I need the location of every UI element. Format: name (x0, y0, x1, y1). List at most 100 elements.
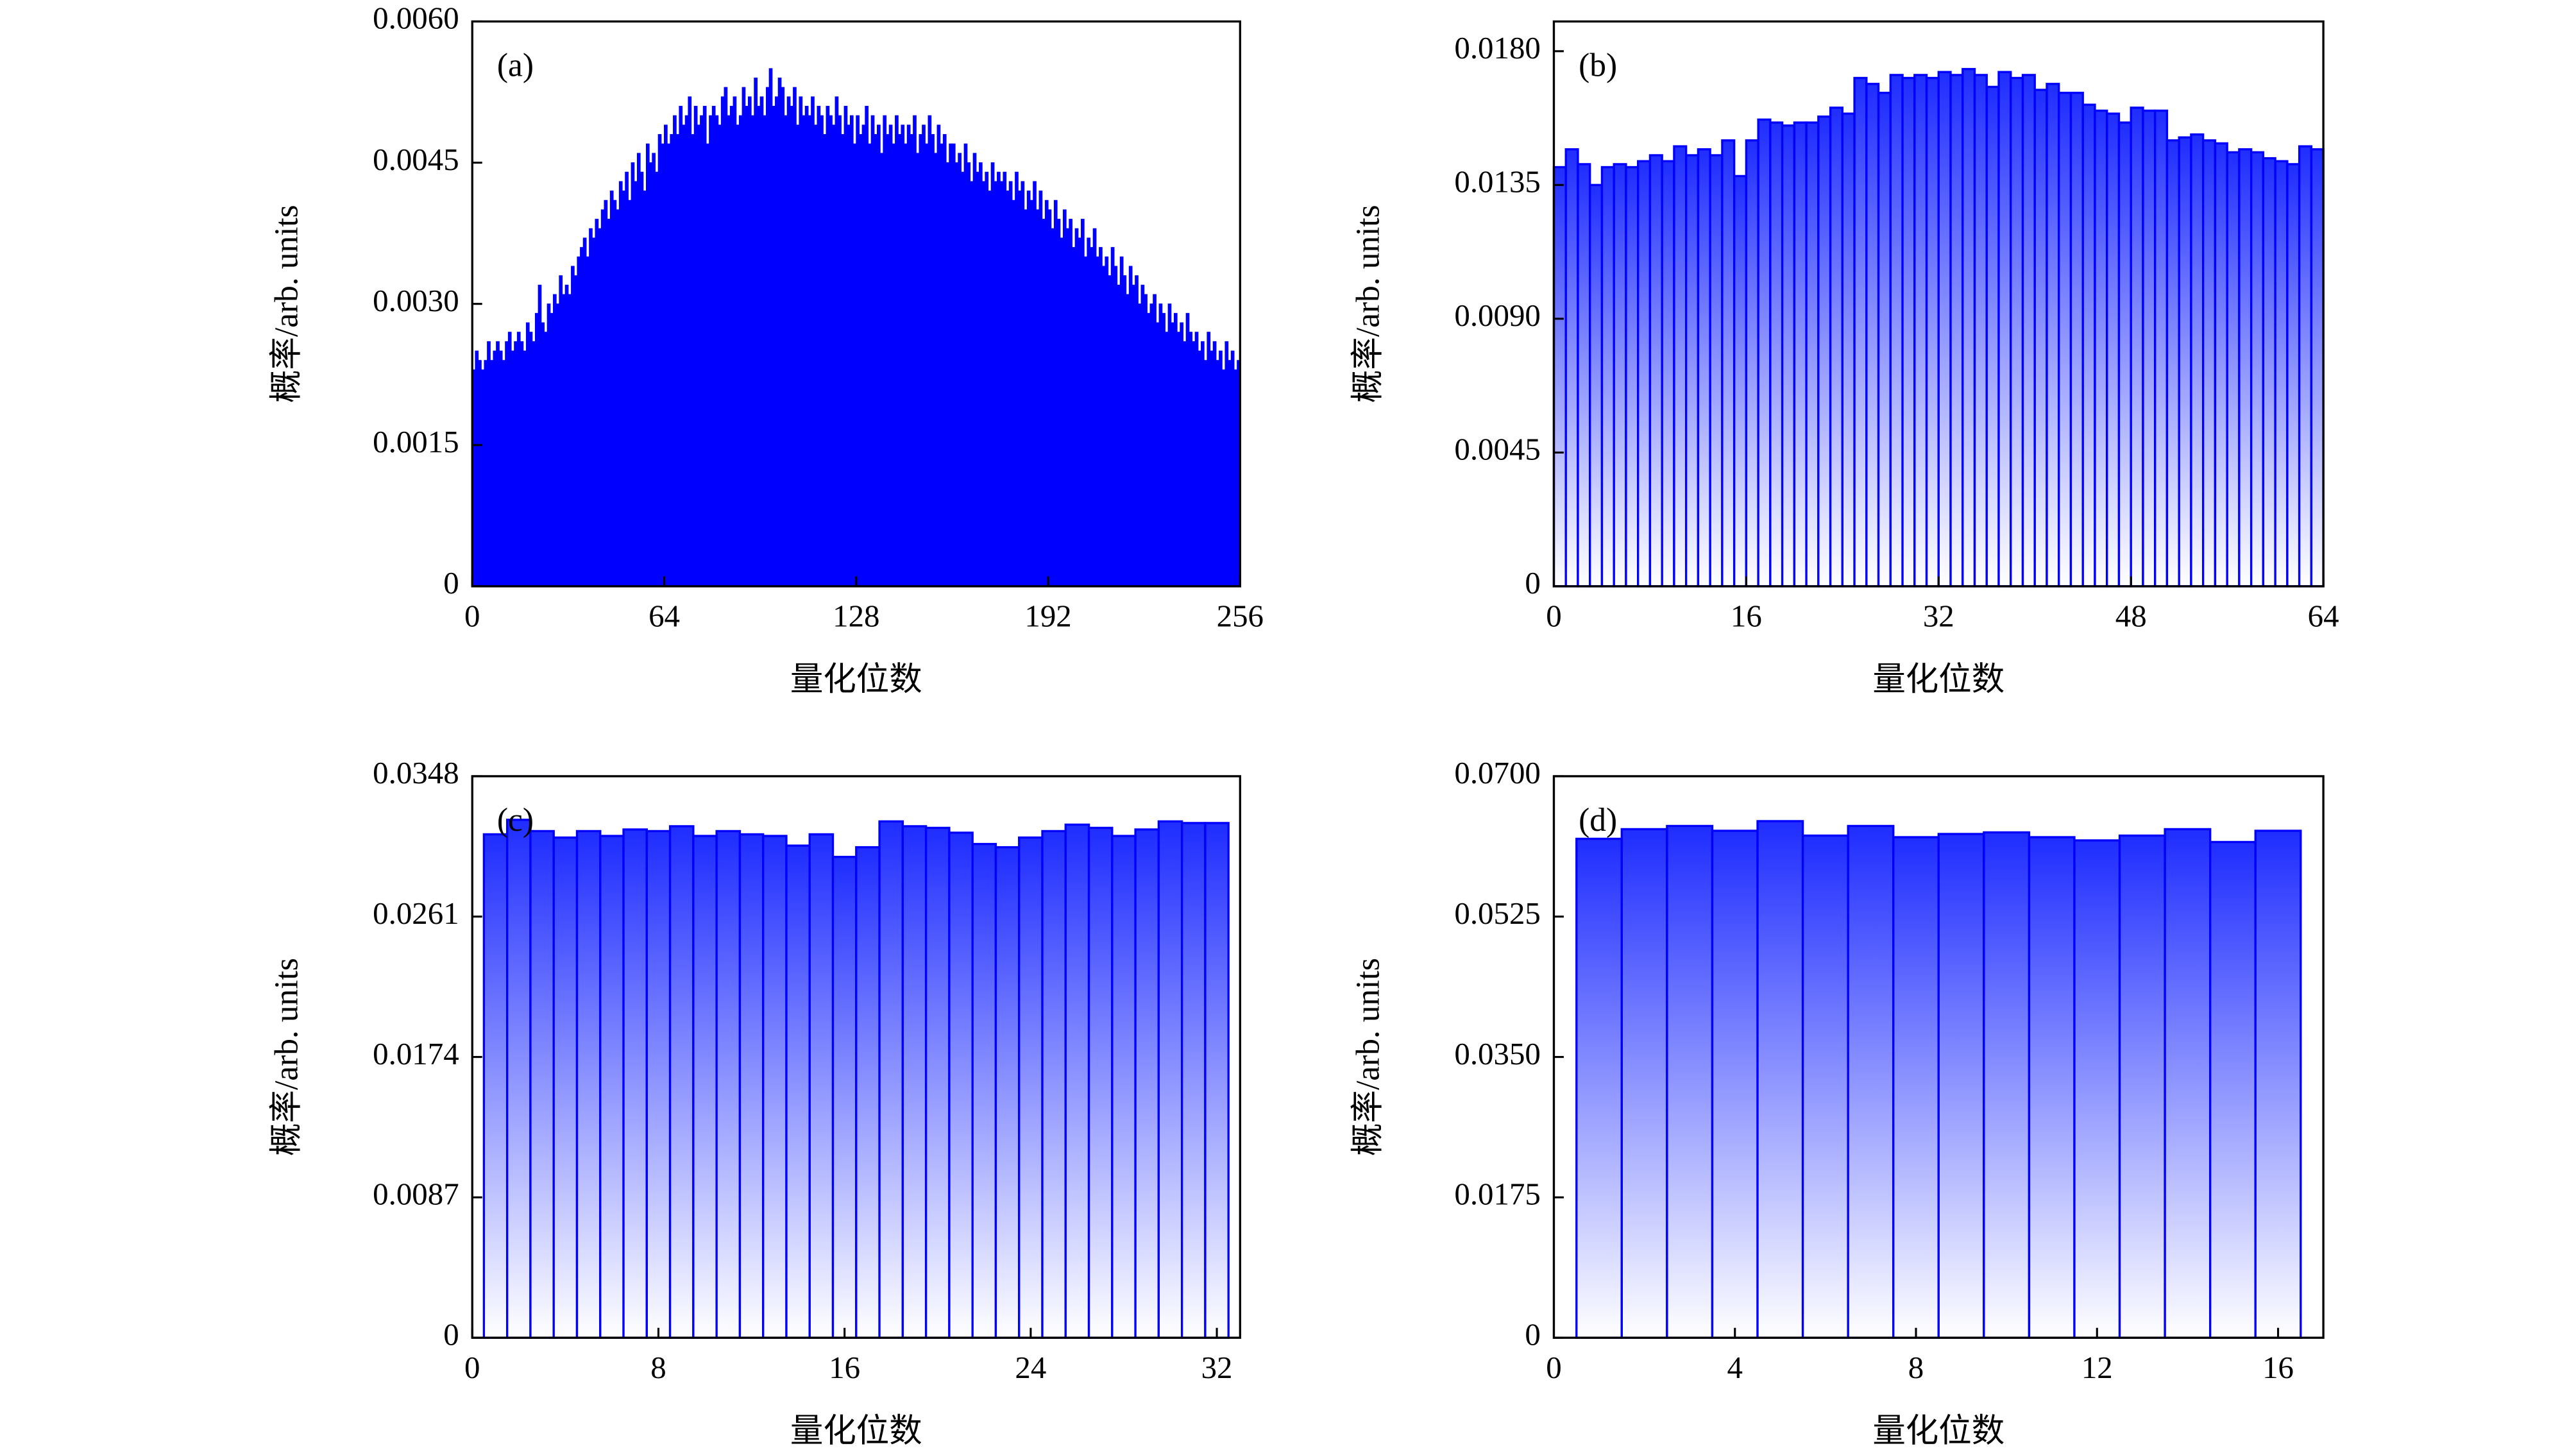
bar (692, 835, 718, 1339)
bar (1613, 163, 1627, 588)
bar (529, 830, 555, 1339)
bar (1564, 148, 1579, 588)
bar (1937, 71, 1952, 588)
panel: 0 0.0175 0.0350 0.0525 0.0700 0 4 8 12 16 量化位数 概率/a… (1350, 755, 2325, 1449)
bar (1026, 191, 1031, 587)
panel: 0 0.0015 0.0030 0.0045 0.0060 0 64 128 192 256 量化位… (268, 1, 1264, 698)
bar (1711, 830, 1759, 1339)
bar (1008, 181, 1013, 587)
bar (2010, 76, 2024, 588)
bar (1185, 312, 1190, 587)
y-tick-label: 0.0174 (373, 1036, 459, 1071)
bar (553, 294, 557, 587)
y-tick-label: 0.0350 (1454, 1036, 1541, 1071)
bar (945, 162, 950, 587)
bar (702, 106, 707, 587)
bar (988, 191, 992, 587)
bar (888, 124, 893, 587)
bar (1117, 284, 1121, 587)
bar (784, 115, 788, 587)
bar (1233, 369, 1238, 587)
bar (768, 68, 773, 587)
bar (1171, 322, 1174, 587)
bar (700, 115, 704, 587)
bar (883, 115, 887, 587)
bar (2069, 92, 2084, 588)
bar (835, 96, 839, 587)
bar (654, 171, 659, 587)
bar (822, 134, 827, 587)
bar (2201, 139, 2217, 588)
bar (520, 341, 524, 587)
bar (2021, 74, 2036, 588)
bar (640, 171, 644, 587)
bar (1985, 85, 2000, 588)
bar (1661, 160, 1675, 588)
bar (928, 115, 932, 587)
x-tick-label: 128 (833, 599, 879, 634)
bar (1155, 322, 1160, 587)
bar (648, 162, 653, 587)
bar (604, 200, 608, 587)
bar (877, 124, 881, 587)
bar (817, 106, 821, 587)
bar (571, 266, 575, 587)
bar (847, 124, 851, 587)
bar (976, 171, 980, 587)
bar (618, 181, 623, 587)
bar (506, 819, 532, 1339)
bar (616, 209, 620, 587)
bar (1637, 160, 1652, 588)
bar (924, 143, 929, 587)
bar (1709, 154, 1724, 588)
bar (793, 87, 797, 587)
panel-label: (b) (1579, 47, 1617, 83)
x-tick-label: 8 (1908, 1350, 1924, 1385)
bar (607, 219, 611, 587)
bar (1577, 163, 1591, 588)
bar (915, 153, 920, 587)
bar (1224, 341, 1229, 587)
bar (599, 835, 625, 1339)
y-axis-label: 概率/arb. units (268, 958, 305, 1156)
y-tick-label: 0 (443, 1316, 459, 1352)
bar (555, 303, 560, 587)
bar (1901, 76, 1916, 588)
x-tick-label: 0 (464, 599, 480, 634)
bar (636, 153, 641, 587)
bar (534, 312, 539, 587)
y-tick-label: 0 (1525, 1316, 1540, 1352)
bar (1080, 219, 1085, 587)
bar (895, 115, 899, 587)
bar (1069, 219, 1072, 587)
bar (1983, 831, 2031, 1339)
bar (1212, 341, 1217, 587)
bar (1997, 71, 2012, 588)
bar (2165, 139, 2180, 588)
x-tick-label: 0 (1546, 1350, 1561, 1385)
x-tick-label: 12 (2081, 1350, 2113, 1385)
bar (904, 143, 908, 587)
x-tick-label: 32 (1201, 1350, 1233, 1385)
bar (1012, 200, 1016, 587)
bar (2118, 834, 2166, 1339)
bar (829, 115, 833, 587)
bar (831, 856, 858, 1339)
bar (2238, 148, 2253, 588)
bar (1065, 228, 1070, 587)
bar (849, 115, 854, 587)
bar (2214, 142, 2228, 588)
bar (552, 836, 579, 1339)
bar (697, 124, 701, 587)
bar (1157, 820, 1183, 1339)
x-tick-label: 0 (1546, 599, 1561, 634)
bar (958, 153, 962, 587)
bar (1119, 256, 1124, 587)
x-axis-label: 量化位数 (1872, 661, 2004, 698)
y-axis-label: 概率/arb. units (1350, 958, 1387, 1156)
bar (942, 134, 947, 587)
bar (910, 134, 914, 587)
bar (2250, 151, 2265, 588)
bar (994, 846, 1021, 1339)
bar (684, 115, 689, 587)
